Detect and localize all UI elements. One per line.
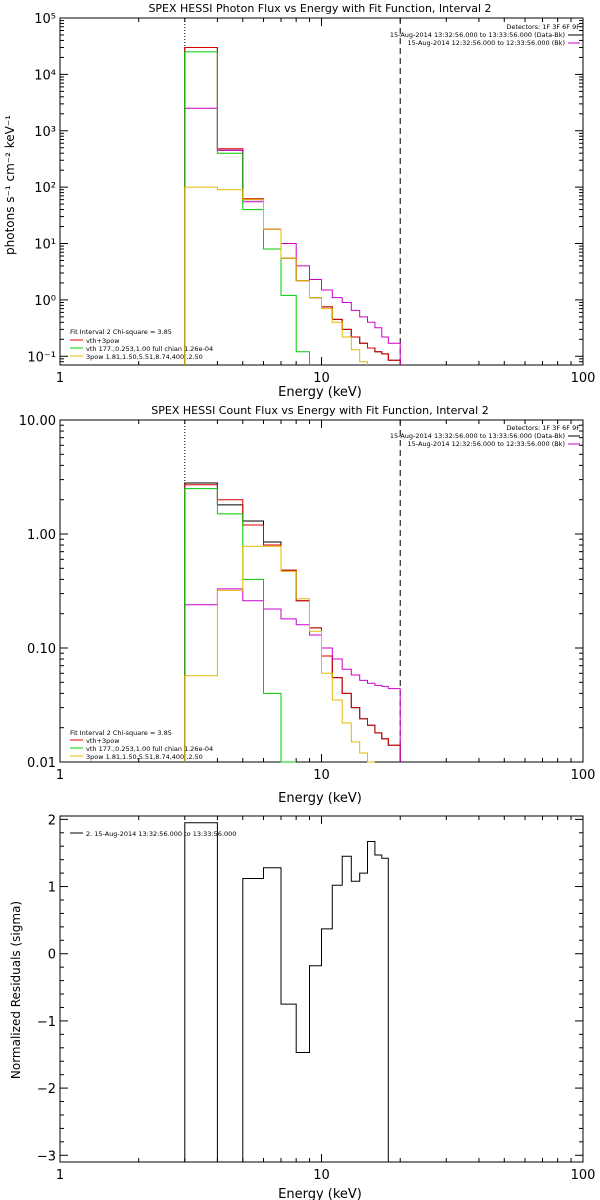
residuals-panel: Energy (keV) Normalized Residuals (sigma…: [9, 813, 595, 1200]
legend-right-entry: 15-Aug-2014 13:32:56.000 to 13:33:56.000…: [390, 432, 565, 440]
x-axis-label: Energy (keV): [278, 791, 362, 806]
x-tick-label: 1: [56, 768, 64, 783]
legend-left-entry: vth 177.,0.253,1.00 full chian 1.26e-04: [86, 745, 213, 753]
y-tick-label: 10²: [34, 181, 56, 196]
legend-left-header: Fit Interval 2 Chi-square = 3.85: [70, 729, 172, 737]
legend-left-entry: vth+3pow: [86, 337, 120, 345]
legend-right-entry: 15-Aug-2014 13:32:56.000 to 13:33:56.000…: [390, 31, 565, 39]
data-series-line: [184, 186, 368, 365]
legend-left-entry: vth 177.,0.253,1.00 full chian 1.26e-04: [86, 345, 213, 353]
legend-left-entry: 3pow 1.81,1.50,5.51,8.74,400.,2.50: [86, 353, 203, 361]
y-tick-label: −1: [37, 1015, 56, 1030]
y-tick-label: 10⁻¹: [27, 350, 56, 365]
x-tick-label: 10: [313, 371, 330, 386]
y-tick-label: 10¹: [34, 238, 56, 253]
count-flux-panel: SPEX HESSI Count Flux vs Energy with Fit…: [19, 404, 596, 806]
legend-left-entry: vth+3pow: [86, 737, 120, 745]
chart-title: SPEX HESSI Photon Flux vs Energy with Fi…: [148, 2, 491, 15]
y-tick-label: −2: [37, 1082, 56, 1097]
y-tick-label: 10⁵: [34, 12, 56, 27]
y-tick-label: 10⁰: [34, 294, 56, 309]
chart-title: SPEX HESSI Count Flux vs Energy with Fit…: [151, 404, 488, 417]
legend-right-header: Detectors: 1F 3F 6F 9F: [506, 23, 580, 31]
x-tick-label: 10: [313, 1168, 330, 1183]
y-tick-label: −3: [37, 1149, 56, 1164]
photon-flux-panel: SPEX HESSI Photon Flux vs Energy with Fi…: [3, 2, 595, 400]
x-tick-label: 1: [56, 371, 64, 386]
y-axis-label: Normalized Residuals (sigma): [9, 901, 23, 1079]
legend-right-entry: 15-Aug-2014 12:32:56.000 to 12:33:56.000…: [408, 440, 565, 448]
data-series-line: [184, 107, 401, 365]
legend-right-header: Detectors: 1F 3F 6F 9F: [506, 424, 580, 432]
x-tick-label: 1: [56, 1168, 64, 1183]
y-tick-label: 0.10: [27, 642, 56, 657]
y-tick-label: 1.00: [27, 528, 56, 543]
y-tick-label: 10³: [34, 125, 56, 140]
legend-right-entry: 15-Aug-2014 12:32:56.000 to 12:33:56.000…: [408, 39, 565, 47]
data-series-line: [184, 822, 389, 1163]
y-axis-label: photons s⁻¹ cm⁻² keV⁻¹: [3, 115, 17, 255]
y-tick-label: 0: [48, 948, 56, 963]
x-tick-label: 100: [571, 371, 596, 386]
y-tick-label: 10⁴: [34, 68, 56, 83]
y-tick-label: 2: [48, 813, 56, 828]
y-tick-label: 10.00: [19, 414, 56, 429]
legend-entry: 2. 15-Aug-2014 13:32:56.000 to 13:33:56.…: [86, 830, 236, 838]
legend-left-header: Fit Interval 2 Chi-square = 3.85: [70, 328, 172, 336]
x-tick-label: 100: [571, 1168, 596, 1183]
y-tick-label: 0.01: [27, 756, 56, 771]
data-series-line: [184, 588, 401, 762]
y-tick-label: 1: [48, 881, 56, 896]
x-axis-label: Energy (keV): [278, 385, 362, 400]
data-series-line: [184, 545, 375, 763]
legend-left-entry: 3pow 1.81,1.50,5.51,8.74,400.,2.50: [86, 753, 203, 761]
data-series-line: [184, 484, 401, 762]
x-axis-label: Energy (keV): [278, 1187, 362, 1200]
x-tick-label: 10: [313, 768, 330, 783]
x-tick-label: 100: [571, 768, 596, 783]
